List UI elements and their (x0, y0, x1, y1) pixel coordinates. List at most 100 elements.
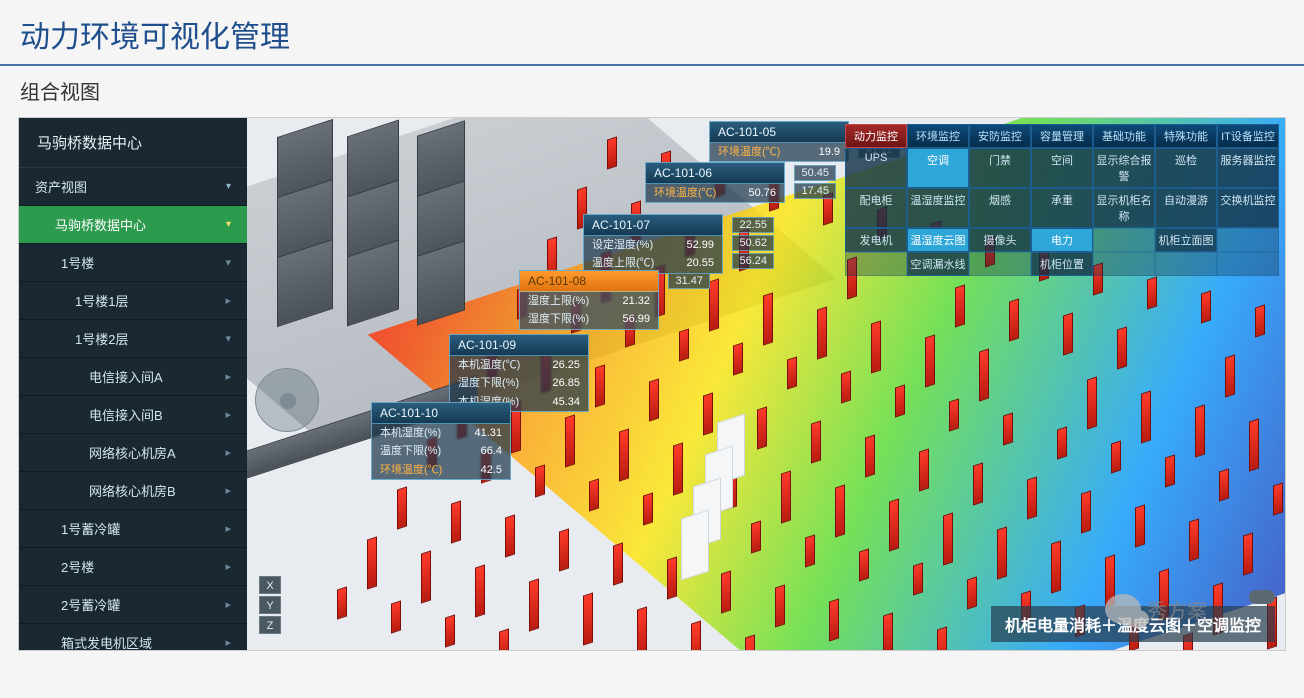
ctrl-cell (1217, 228, 1279, 252)
chevron-right-icon: ▸ (225, 560, 231, 573)
menu-toggle-pill[interactable] (1249, 590, 1275, 604)
chevron-right-icon: ▸ (225, 484, 231, 497)
rack-pillar (841, 370, 851, 403)
ctrl-cell[interactable]: 摄像头 (969, 228, 1031, 252)
rack-pillar (943, 512, 953, 565)
rack-pillar (367, 536, 377, 589)
rack-pillar (583, 592, 593, 645)
ctrl-cell[interactable]: 烟感 (969, 188, 1031, 228)
rack-pillar (745, 634, 755, 650)
rack-pillar (775, 584, 785, 627)
sidebar-item[interactable]: 网络核心机房B ▸ (19, 472, 247, 510)
ac-panel[interactable]: AC-101-09本机温度(℃)26.25湿度下限(%)26.85本机湿度(%)… (449, 334, 589, 412)
ctrl-cell[interactable]: UPS (845, 148, 907, 188)
ctrl-cell[interactable]: 温湿度监控 (907, 188, 969, 228)
sidebar-item[interactable]: 网络核心机房A▸ (19, 434, 247, 472)
ctrl-cell[interactable]: 承重 (1031, 188, 1093, 228)
chevron-down-icon: ▾ (226, 219, 231, 230)
rack-pillar (397, 486, 407, 529)
ac-data-row: 湿度下限(%)26.85 (450, 374, 588, 392)
axis-z-button[interactable]: Z (259, 616, 281, 634)
sidebar-item[interactable]: 1号楼2层▾ (19, 320, 247, 358)
ac-side-values: 22.5550.6256.24 (732, 217, 774, 271)
sidebar-item[interactable]: 2号楼▸ (19, 548, 247, 586)
rack-pillar (979, 348, 989, 401)
ac-panel[interactable]: AC-101-06环境温度(℃)50.7650.4517.45 (645, 162, 785, 203)
monitoring-control-grid: 动力监控环境监控安防监控容量管理基础功能特殊功能IT设备监控UPS空调门禁空间显… (845, 124, 1279, 276)
ac-panel-header: AC-101-07 (584, 215, 722, 236)
ac-panel[interactable]: AC-101-07设定湿度(%)52.99温度上限(℃)20.5522.5550… (583, 214, 723, 274)
watermark-text: 秀方案 (1147, 595, 1207, 624)
rack-pillar (613, 542, 623, 585)
rack-pillar (1111, 440, 1121, 473)
rack-pillar (619, 428, 629, 481)
rack-pillar (937, 626, 947, 650)
ctrl-cell[interactable]: 显示综合报警 (1093, 148, 1155, 188)
rack-pillar (781, 470, 791, 523)
rack-pillar (475, 564, 485, 617)
rack-pillar (949, 398, 959, 431)
sidebar-item[interactable]: 箱式发电机区域▸ (19, 624, 247, 651)
ctrl-cell[interactable]: 机柜立面图 (1155, 228, 1217, 252)
ctrl-cell (1217, 252, 1279, 276)
rack-pillar (679, 328, 689, 361)
rack-pillar (787, 356, 797, 389)
ac-panel-header: AC-101-06 (646, 163, 784, 184)
sidebar-item-label: 2号蓄冷罐 (61, 595, 120, 614)
rack-pillar (1051, 540, 1061, 593)
axis-y-button[interactable]: Y (259, 596, 281, 614)
ctrl-cell[interactable]: 空间 (1031, 148, 1093, 188)
ctrl-cell[interactable]: 显示机柜名称 (1093, 188, 1155, 228)
ctrl-cell[interactable]: 配电柜 (845, 188, 907, 228)
ac-data-row: 湿度上限(%)21.32 (520, 292, 658, 310)
ctrl-cell[interactable]: 门禁 (969, 148, 1031, 188)
sidebar-item[interactable]: 电信接入间A▸ (19, 358, 247, 396)
ctrl-cell (969, 252, 1031, 276)
ctrl-cell[interactable]: 空调漏水线 (907, 252, 969, 276)
ctrl-cell[interactable]: 发电机 (845, 228, 907, 252)
ctrl-cell[interactable]: 空调 (907, 148, 969, 188)
sidebar-item[interactable]: 1号楼▾ (19, 244, 247, 282)
sidebar-item-label: 1号楼2层 (75, 329, 128, 348)
sidebar-item-label: 网络核心机房B (89, 481, 176, 500)
rack-pillar (805, 534, 815, 567)
rack-pillar (1255, 304, 1265, 337)
rack-pillar (733, 342, 743, 375)
rack-pillar (1243, 532, 1253, 575)
rack-pillar (643, 492, 653, 525)
rack-pillar (667, 556, 677, 599)
nav-wheel[interactable] (255, 368, 319, 432)
sidebar-item[interactable]: 电信接入间B▸ (19, 396, 247, 434)
axis-x-button[interactable]: X (259, 576, 281, 594)
ac-data-row: 温度下限(%)66.4 (372, 442, 510, 460)
sidebar-item[interactable]: 1号楼1层▸ (19, 282, 247, 320)
page-title: 动力环境可视化管理 (0, 0, 1304, 66)
rack-pillar (337, 586, 347, 619)
ctrl-cell[interactable]: 服务器监控 (1217, 148, 1279, 188)
rack-pillar (1063, 312, 1073, 355)
viewport-3d[interactable]: AC-101-05环境温度(℃)19.925.7141.11AC-101-06环… (247, 118, 1285, 650)
ctrl-cell[interactable]: 温湿度云图 (907, 228, 969, 252)
ac-panel[interactable]: AC-101-08湿度上限(%)21.32湿度下限(%)56.9931.47 (519, 270, 659, 330)
ac-data-row: 环境温度(℃)19.9 (710, 143, 848, 161)
ctrl-cell[interactable]: 巡检 (1155, 148, 1217, 188)
sidebar-item-label: 电信接入间A (89, 367, 163, 386)
rack-pillar (859, 548, 869, 581)
rack-pillar (529, 578, 539, 631)
ctrl-cell (1155, 252, 1217, 276)
ctrl-cell[interactable]: 机柜位置 (1031, 252, 1093, 276)
ac-side-values: 31.47 (668, 273, 710, 291)
sidebar-asset-view[interactable]: 资产视图 ▾ (19, 168, 247, 206)
sidebar-item[interactable]: 2号蓄冷罐▸ (19, 586, 247, 624)
sidebar-item-label: 1号楼 (61, 253, 94, 272)
ctrl-cell[interactable]: 电力 (1031, 228, 1093, 252)
rack-pillar (559, 528, 569, 571)
ctrl-cell[interactable]: 自动漫游 (1155, 188, 1217, 228)
sidebar-root-node[interactable]: 马驹桥数据中心 ▾ (19, 206, 247, 244)
sidebar-item[interactable]: 1号蓄冷罐▸ (19, 510, 247, 548)
ac-panel[interactable]: AC-101-10本机湿度(%)41.31温度下限(%)66.4环境温度(℃)4… (371, 402, 511, 480)
rack-pillar (919, 448, 929, 491)
ac-panel[interactable]: AC-101-05环境温度(℃)19.925.7141.11 (709, 121, 849, 162)
ctrl-cell[interactable]: 交换机监控 (1217, 188, 1279, 228)
rack-pillar (1009, 298, 1019, 341)
